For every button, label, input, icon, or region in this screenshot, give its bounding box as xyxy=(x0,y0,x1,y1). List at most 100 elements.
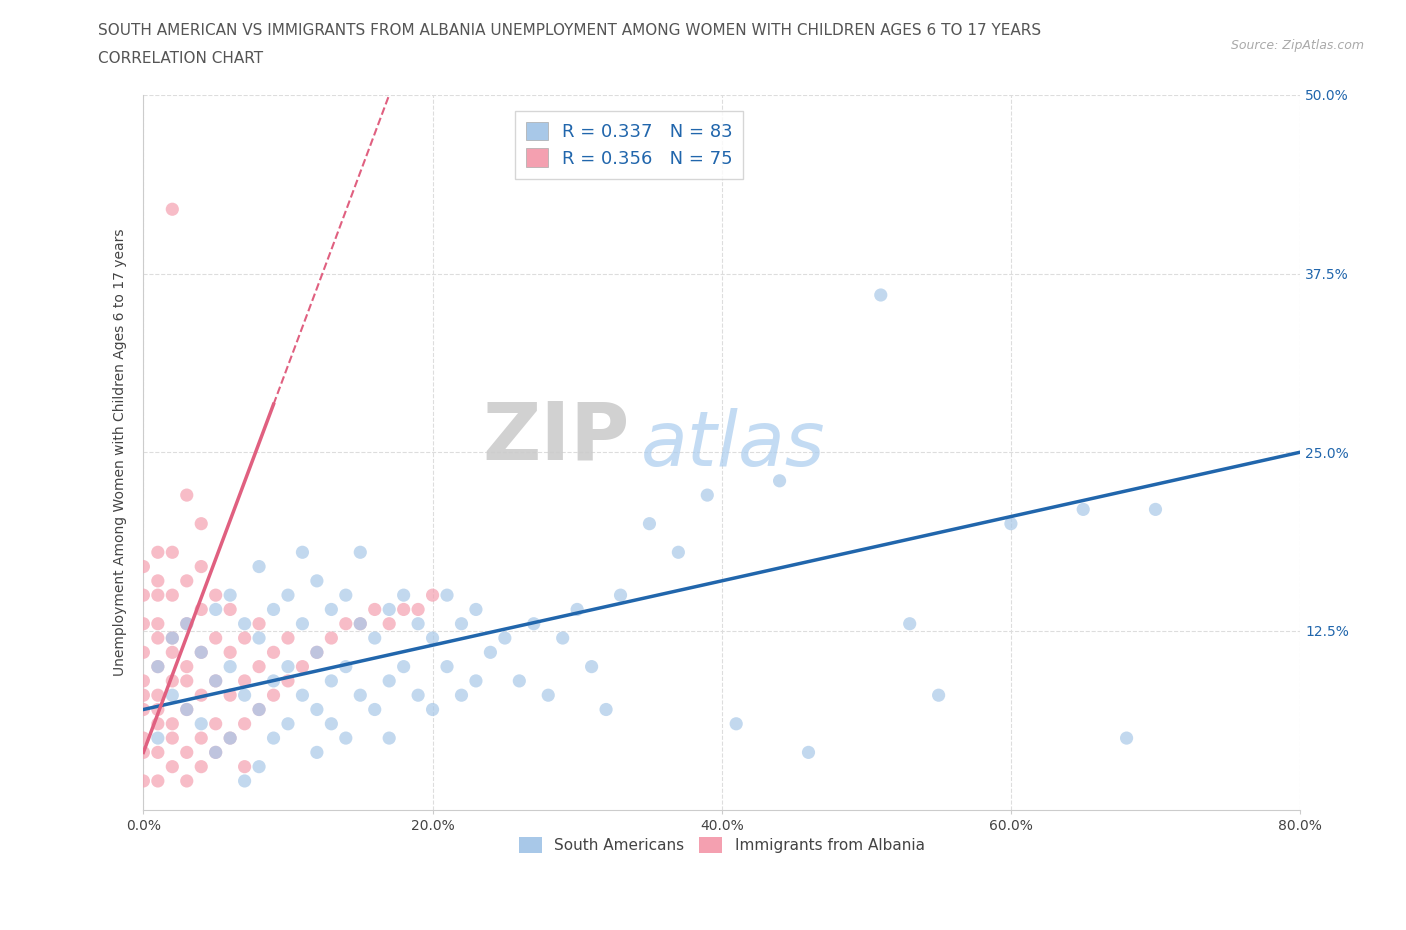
Point xyxy=(233,617,256,631)
Point xyxy=(305,702,328,717)
Point xyxy=(450,617,472,631)
Point xyxy=(162,631,184,645)
Point xyxy=(176,574,198,589)
Point xyxy=(450,688,472,703)
Point xyxy=(233,759,256,774)
Point xyxy=(132,588,155,603)
Point xyxy=(132,673,155,688)
Point xyxy=(335,588,357,603)
Point xyxy=(162,731,184,746)
Point xyxy=(565,602,588,617)
Point xyxy=(378,617,401,631)
Point xyxy=(176,702,198,717)
Y-axis label: Unemployment Among Women with Children Ages 6 to 17 years: Unemployment Among Women with Children A… xyxy=(114,229,128,676)
Point xyxy=(508,673,530,688)
Point xyxy=(233,631,256,645)
Point xyxy=(364,602,387,617)
Point xyxy=(247,702,270,717)
Point xyxy=(349,617,371,631)
Point xyxy=(321,716,343,731)
Text: Source: ZipAtlas.com: Source: ZipAtlas.com xyxy=(1230,39,1364,52)
Point xyxy=(162,545,184,560)
Point xyxy=(422,631,444,645)
Point xyxy=(378,673,401,688)
Point xyxy=(162,759,184,774)
Text: atlas: atlas xyxy=(641,408,825,482)
Point xyxy=(581,659,603,674)
Point xyxy=(219,602,242,617)
Point xyxy=(392,588,415,603)
Point xyxy=(1115,731,1137,746)
Point xyxy=(190,731,212,746)
Point xyxy=(204,602,226,617)
Point xyxy=(132,774,155,789)
Point xyxy=(349,688,371,703)
Point xyxy=(204,745,226,760)
Point xyxy=(190,759,212,774)
Point xyxy=(869,287,891,302)
Point xyxy=(335,659,357,674)
Point xyxy=(321,673,343,688)
Point xyxy=(162,688,184,703)
Point xyxy=(233,673,256,688)
Point xyxy=(162,644,184,659)
Point xyxy=(277,588,299,603)
Point xyxy=(247,659,270,674)
Point xyxy=(928,688,950,703)
Point xyxy=(219,659,242,674)
Point xyxy=(479,644,502,659)
Point xyxy=(263,602,285,617)
Point xyxy=(406,688,429,703)
Point xyxy=(204,673,226,688)
Point xyxy=(595,702,617,717)
Legend: South Americans, Immigrants from Albania: South Americans, Immigrants from Albania xyxy=(513,830,931,859)
Point xyxy=(725,716,748,731)
Point xyxy=(1144,502,1167,517)
Point xyxy=(335,617,357,631)
Point xyxy=(162,673,184,688)
Point xyxy=(176,774,198,789)
Point xyxy=(291,545,314,560)
Point xyxy=(233,716,256,731)
Point xyxy=(132,617,155,631)
Point xyxy=(523,617,546,631)
Point xyxy=(263,731,285,746)
Point xyxy=(247,559,270,574)
Point xyxy=(219,731,242,746)
Point xyxy=(176,617,198,631)
Point xyxy=(551,631,574,645)
Point xyxy=(768,473,790,488)
Point xyxy=(146,731,169,746)
Point xyxy=(364,702,387,717)
Point xyxy=(190,688,212,703)
Point xyxy=(406,617,429,631)
Point xyxy=(392,602,415,617)
Point xyxy=(277,631,299,645)
Point xyxy=(349,545,371,560)
Point xyxy=(176,673,198,688)
Point xyxy=(392,659,415,674)
Point xyxy=(263,673,285,688)
Point xyxy=(291,659,314,674)
Point xyxy=(146,617,169,631)
Point xyxy=(204,673,226,688)
Point xyxy=(638,516,661,531)
Point xyxy=(422,588,444,603)
Point xyxy=(219,731,242,746)
Point xyxy=(146,631,169,645)
Point xyxy=(132,688,155,703)
Point xyxy=(176,487,198,502)
Point xyxy=(132,559,155,574)
Point xyxy=(494,631,516,645)
Point xyxy=(247,617,270,631)
Point xyxy=(146,745,169,760)
Point xyxy=(666,545,689,560)
Text: SOUTH AMERICAN VS IMMIGRANTS FROM ALBANIA UNEMPLOYMENT AMONG WOMEN WITH CHILDREN: SOUTH AMERICAN VS IMMIGRANTS FROM ALBANI… xyxy=(98,23,1042,38)
Point xyxy=(277,673,299,688)
Point xyxy=(146,702,169,717)
Point xyxy=(146,774,169,789)
Point xyxy=(263,688,285,703)
Point xyxy=(1000,516,1022,531)
Point xyxy=(406,602,429,617)
Point xyxy=(291,617,314,631)
